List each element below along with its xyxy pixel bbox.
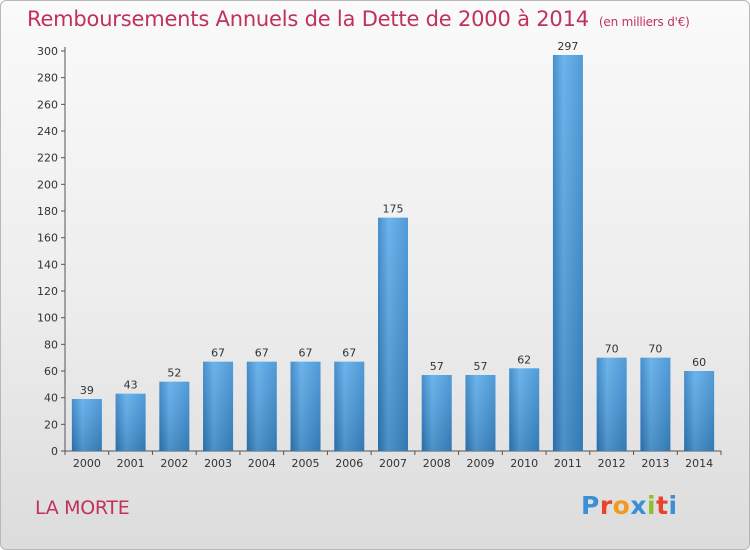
x-axis: 2000 2001 2002 2003 2004 2005 2006 2007 2008 2009… <box>64 450 722 470</box>
bar-shade <box>465 375 496 451</box>
bar-value-label: 57 <box>430 360 444 373</box>
bar-shade <box>552 55 583 451</box>
chart-title-text: Remboursements Annuels de la Dette de 20… <box>27 7 589 31</box>
bar-value-label: 39 <box>80 384 94 397</box>
y-tick-label: 0 <box>51 445 58 458</box>
logo-letter: i <box>668 491 678 520</box>
bar-value-label: 70 <box>648 343 662 356</box>
y-tick-label: 120 <box>37 285 58 298</box>
chart-title: Remboursements Annuels de la Dette de 20… <box>27 7 690 31</box>
bar-shade <box>159 381 190 451</box>
bar-value-label: 57 <box>473 360 487 373</box>
bar-value-label: 60 <box>692 356 706 369</box>
bar-shade <box>203 361 234 451</box>
logo-letter: i <box>647 491 657 520</box>
bar-value-label: 67 <box>211 347 225 360</box>
bar-shade <box>115 393 146 451</box>
x-tick-label: 2006 <box>335 457 363 470</box>
bar-shade <box>246 361 277 451</box>
logo-letter: x <box>630 491 647 520</box>
x-tick-label: 2008 <box>423 457 451 470</box>
bar-value-label: 67 <box>255 347 269 360</box>
x-tick-label: 2012 <box>598 457 626 470</box>
bar-shade <box>378 217 408 451</box>
y-axis: 0 20 40 60 80 100 120 140 160 180 200 220 240 260 280 3… <box>37 45 66 458</box>
x-tick-label: 2007 <box>379 457 407 470</box>
y-tick-label: 280 <box>37 72 58 85</box>
x-tick-label: 2014 <box>685 457 713 470</box>
value-labels: 39 43 52 67 67 67 67 175 57 57 62 297 70 70 60 <box>80 40 706 397</box>
logo-letter: P <box>581 491 600 520</box>
x-tick-label: 2009 <box>466 457 494 470</box>
commune-name: LA MORTE <box>35 497 130 519</box>
bar-shade <box>421 375 452 451</box>
x-tick-label: 2003 <box>204 457 232 470</box>
x-tick-label: 2004 <box>248 457 276 470</box>
y-tick-label: 240 <box>37 125 58 138</box>
bar-value-label: 67 <box>299 347 313 360</box>
x-tick-label: 2001 <box>117 457 145 470</box>
bar-shade <box>290 361 321 451</box>
y-tick-label: 180 <box>37 205 58 218</box>
logo-letter: o <box>612 491 631 520</box>
y-tick-label: 40 <box>44 392 58 405</box>
x-tick-label: 2005 <box>292 457 320 470</box>
y-tick-label: 200 <box>37 178 58 191</box>
y-tick-label: 140 <box>37 258 58 271</box>
bar-shade <box>640 357 671 451</box>
bars <box>71 55 715 451</box>
chart-subtitle: (en milliers d'€) <box>598 15 690 29</box>
x-tick-label: 2000 <box>73 457 101 470</box>
x-tick-label: 2002 <box>160 457 188 470</box>
proxiti-logo: Proxiti <box>581 491 678 520</box>
y-tick-label: 260 <box>37 98 58 111</box>
y-tick-label: 80 <box>44 338 58 351</box>
y-tick-label: 300 <box>37 45 58 58</box>
bar-value-label: 297 <box>557 40 578 53</box>
logo-letter: t <box>656 491 669 520</box>
bar-shade <box>71 399 102 451</box>
x-tick-label: 2010 <box>510 457 538 470</box>
bar-value-label: 43 <box>124 379 138 392</box>
y-tick-label: 160 <box>37 232 58 245</box>
y-tick-label: 220 <box>37 152 58 165</box>
y-tick-label: 100 <box>37 312 58 325</box>
bar-shade <box>596 357 627 451</box>
bar-value-label: 67 <box>342 347 356 360</box>
bar-shade <box>334 361 365 451</box>
bar-value-label: 175 <box>383 203 404 216</box>
x-tick-label: 2011 <box>554 457 582 470</box>
bar-value-label: 52 <box>167 367 181 380</box>
y-tick-label: 60 <box>44 365 58 378</box>
bar-shade <box>684 371 715 451</box>
y-tick-label: 20 <box>44 418 58 431</box>
bar-value-label: 70 <box>605 343 619 356</box>
logo-letter: r <box>599 491 613 520</box>
x-tick-label: 2013 <box>641 457 669 470</box>
bar-value-label: 62 <box>517 353 531 366</box>
bar-shade <box>509 368 540 451</box>
